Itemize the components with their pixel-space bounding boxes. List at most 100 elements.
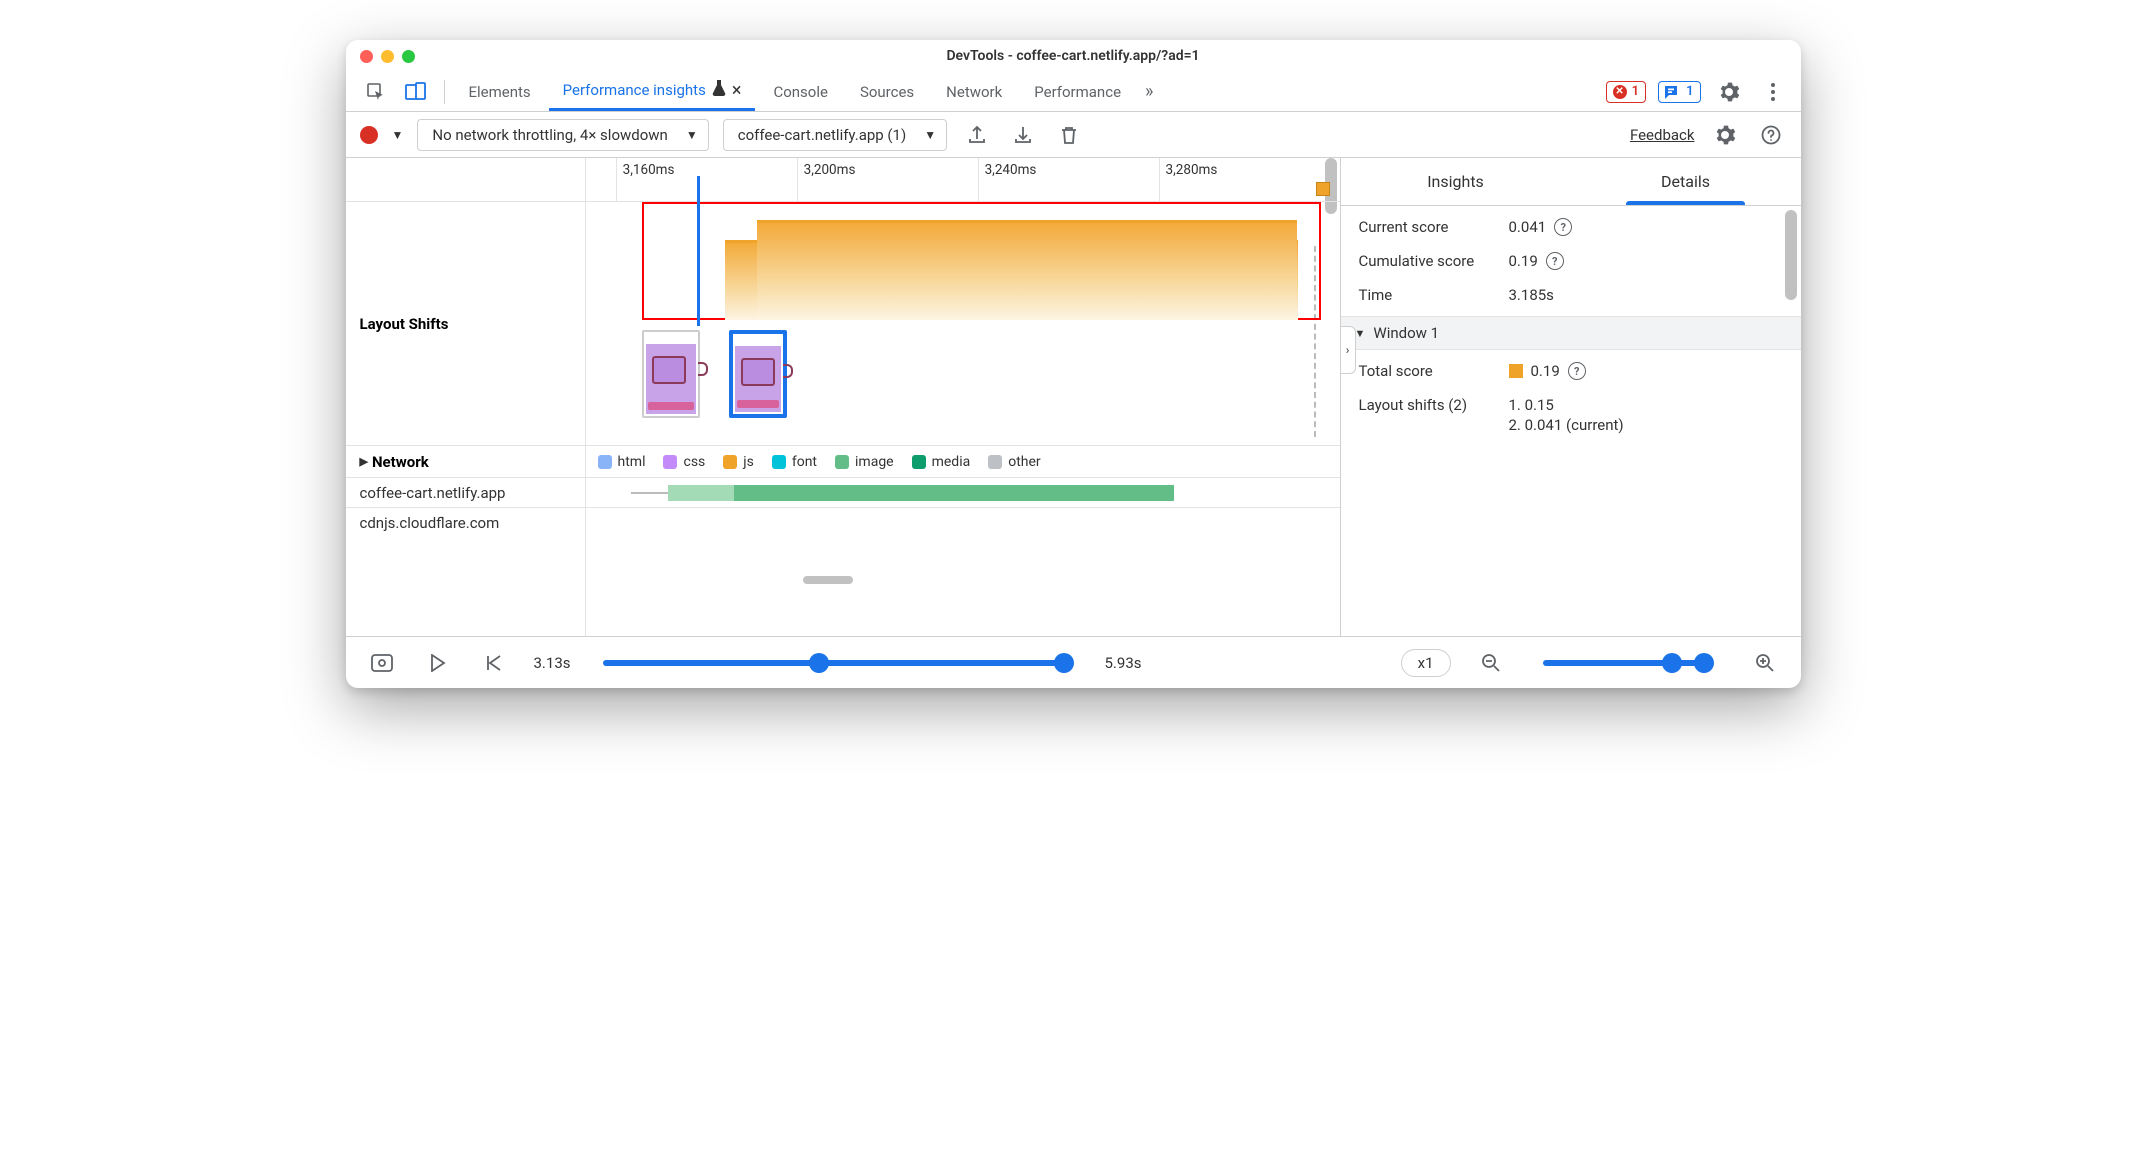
value: 0.19 xyxy=(1531,362,1560,380)
details-pane: › Insights Details Current score 0.041 ?… xyxy=(1341,158,1801,636)
delete-icon[interactable] xyxy=(1053,119,1085,151)
help-icon[interactable]: ? xyxy=(1554,218,1572,236)
playhead-marker[interactable] xyxy=(697,176,700,326)
help-icon[interactable]: ? xyxy=(1568,362,1586,380)
error-dot-icon: ✕ xyxy=(1613,85,1627,99)
value: 0.19 xyxy=(1509,252,1538,270)
ruler-cls-marker xyxy=(1316,182,1330,196)
playback-end-time: 5.93s xyxy=(1105,654,1142,672)
minimize-window-button[interactable] xyxy=(381,50,394,63)
timeline-body[interactable]: 3,160ms3,200ms3,240ms3,280ms htmlcssjsfo… xyxy=(586,158,1340,636)
window-header-label: Window 1 xyxy=(1373,324,1439,342)
preview-toggle-icon[interactable] xyxy=(366,647,398,679)
window-section-body: Total score 0.19 ? Layout shifts (2) 1. … xyxy=(1341,350,1801,446)
play-button[interactable] xyxy=(422,647,454,679)
tab-elements[interactable]: Elements xyxy=(455,72,545,111)
recording-label: coffee-cart.netlify.app (1) xyxy=(738,126,906,144)
playback-slider[interactable] xyxy=(603,660,1073,666)
legend-label: css xyxy=(683,454,705,470)
tab-label: Performance xyxy=(1034,83,1121,101)
request-bar[interactable] xyxy=(668,485,1173,501)
jump-to-start-button[interactable] xyxy=(478,647,510,679)
layout-shift-thumbnail[interactable] xyxy=(729,330,787,418)
zoom-in-icon[interactable] xyxy=(1749,647,1781,679)
host2-track[interactable] xyxy=(586,508,1340,538)
details-tabs: Insights Details xyxy=(1341,158,1801,206)
legend-label: media xyxy=(932,454,971,470)
tab-sources[interactable]: Sources xyxy=(846,72,928,111)
tab-network[interactable]: Network xyxy=(932,72,1016,111)
window-section-header[interactable]: ▼ Window 1 xyxy=(1341,316,1801,350)
legend-item-other: other xyxy=(988,454,1040,470)
close-window-button[interactable] xyxy=(360,50,373,63)
network-label: Network xyxy=(372,453,429,471)
row-total-score: Total score 0.19 ? xyxy=(1359,354,1783,388)
kebab-menu-icon[interactable] xyxy=(1757,76,1789,108)
throttling-dropdown[interactable]: No network throttling, 4× slowdown ▼ xyxy=(417,119,708,151)
zoom-out-icon[interactable] xyxy=(1475,647,1507,679)
legend-swatch xyxy=(988,455,1002,469)
playback-speed-button[interactable]: x1 xyxy=(1401,649,1451,677)
cls-waveform xyxy=(757,220,1297,320)
layout-shifts-track[interactable] xyxy=(586,202,1340,446)
legend-swatch xyxy=(912,455,926,469)
playback-speed-label: x1 xyxy=(1418,654,1434,672)
legend-swatch xyxy=(598,455,612,469)
legend-label: image xyxy=(855,454,894,470)
help-icon[interactable]: ? xyxy=(1546,252,1564,270)
inspect-element-icon[interactable] xyxy=(358,74,394,110)
label: Total score xyxy=(1359,362,1509,380)
record-button[interactable] xyxy=(360,126,378,144)
device-toolbar-icon[interactable] xyxy=(398,74,434,110)
layout-shift-thumbnail[interactable] xyxy=(642,330,700,418)
errors-chip[interactable]: ✕ 1 xyxy=(1606,81,1646,103)
legend-item-image: image xyxy=(835,454,894,470)
more-tabs[interactable]: » xyxy=(1139,72,1159,111)
panel-settings-gear-icon[interactable] xyxy=(1709,119,1741,151)
flask-icon xyxy=(712,80,726,100)
window-title: DevTools - coffee-cart.netlify.app/?ad=1 xyxy=(346,48,1801,64)
legend-item-font: font xyxy=(772,454,817,470)
export-icon[interactable] xyxy=(961,119,993,151)
layout-shifts-label: Layout Shifts xyxy=(360,315,449,333)
row-layout-shifts-list: Layout shifts (2) 1. 0.15 2. 0.041 (curr… xyxy=(1359,388,1783,442)
recording-select-dropdown[interactable]: coffee-cart.netlify.app (1) ▼ xyxy=(723,119,947,151)
horizontal-scrollbar-thumb[interactable] xyxy=(803,576,853,584)
close-tab-icon[interactable]: × xyxy=(732,80,742,101)
record-options-caret[interactable]: ▼ xyxy=(392,128,404,142)
collapse-details-handle[interactable]: › xyxy=(1340,326,1356,374)
playback-slider-wrap: 3.13s 5.93s xyxy=(534,654,1377,672)
tab-console[interactable]: Console xyxy=(759,72,842,111)
issues-chip[interactable]: 1 xyxy=(1658,81,1700,103)
settings-gear-icon[interactable] xyxy=(1713,76,1745,108)
legend-swatch xyxy=(723,455,737,469)
chevron-more-icon: » xyxy=(1145,81,1153,102)
ruler-tick: 3,200ms xyxy=(797,158,856,201)
row-cumulative-score: Cumulative score 0.19 ? xyxy=(1359,244,1783,278)
host1-track[interactable] xyxy=(586,478,1340,508)
zoom-slider[interactable] xyxy=(1543,660,1713,666)
playback-start-time: 3.13s xyxy=(534,654,571,672)
help-icon[interactable] xyxy=(1755,119,1787,151)
ruler-tick: 3,240ms xyxy=(978,158,1037,201)
divider xyxy=(444,80,445,104)
tab-performance[interactable]: Performance xyxy=(1020,72,1135,111)
shift-item-2[interactable]: 2. 0.041 (current) xyxy=(1509,416,1624,434)
details-scrollbar-thumb[interactable] xyxy=(1785,210,1797,300)
details-tab[interactable]: Details xyxy=(1571,158,1801,206)
tabstrip-right-tools: ✕ 1 1 xyxy=(1606,76,1789,108)
legend-swatch xyxy=(835,455,849,469)
gutter-network[interactable]: ▶ Network xyxy=(346,446,585,478)
maximize-window-button[interactable] xyxy=(402,50,415,63)
tab-performance-insights[interactable]: Performance insights × xyxy=(549,72,756,111)
legend-label: other xyxy=(1008,454,1040,470)
import-icon[interactable] xyxy=(1007,119,1039,151)
insights-tab[interactable]: Insights xyxy=(1341,158,1571,206)
label: Current score xyxy=(1359,219,1509,236)
chevron-down-icon: ▼ xyxy=(924,128,936,142)
host1-label: coffee-cart.netlify.app xyxy=(360,484,506,502)
host2-label: cdnjs.cloudflare.com xyxy=(360,514,500,532)
cls-window-highlight xyxy=(642,202,1321,320)
shift-item-1[interactable]: 1. 0.15 xyxy=(1509,396,1554,414)
feedback-link[interactable]: Feedback xyxy=(1630,126,1695,144)
